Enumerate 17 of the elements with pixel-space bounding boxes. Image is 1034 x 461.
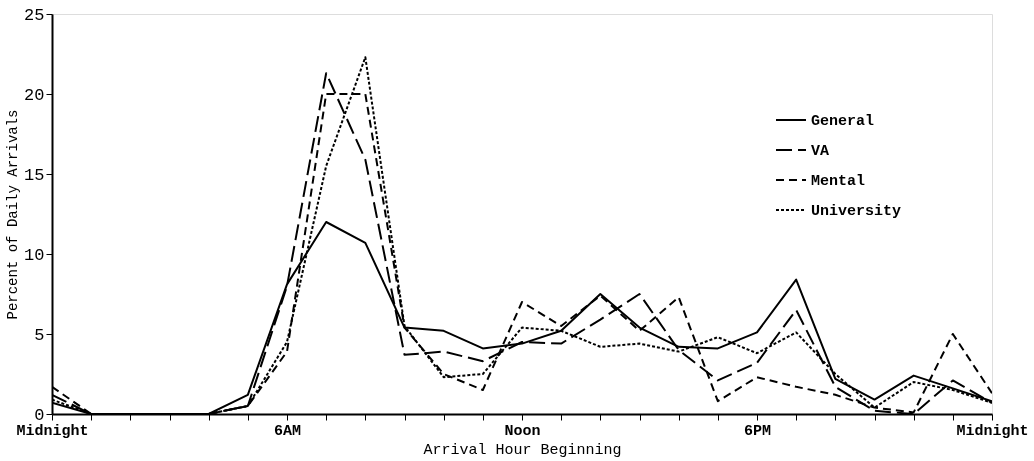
legend-label: VA — [811, 143, 830, 160]
y-tick-label: 25 — [24, 5, 45, 25]
y-tick-label: 5 — [34, 325, 45, 345]
legend-label: Mental — [811, 173, 866, 190]
x-tick-label: Noon — [504, 422, 541, 440]
x-tick-label: Midnight — [956, 422, 1029, 440]
x-tick-label: Midnight — [16, 422, 89, 440]
y-tick-label: 10 — [24, 245, 45, 265]
x-axis-title: Arrival Hour Beginning — [423, 441, 622, 459]
y-tick-label: 0 — [34, 405, 45, 425]
x-tick-label: 6PM — [743, 422, 772, 440]
legend-label: General — [811, 113, 875, 130]
x-tick-label: 6AM — [273, 422, 302, 440]
y-axis-title: Percent of Daily Arrivals — [5, 109, 22, 320]
y-tick-label: 20 — [24, 85, 45, 105]
y-tick-label: 15 — [24, 165, 45, 185]
legend-label: University — [811, 203, 902, 220]
